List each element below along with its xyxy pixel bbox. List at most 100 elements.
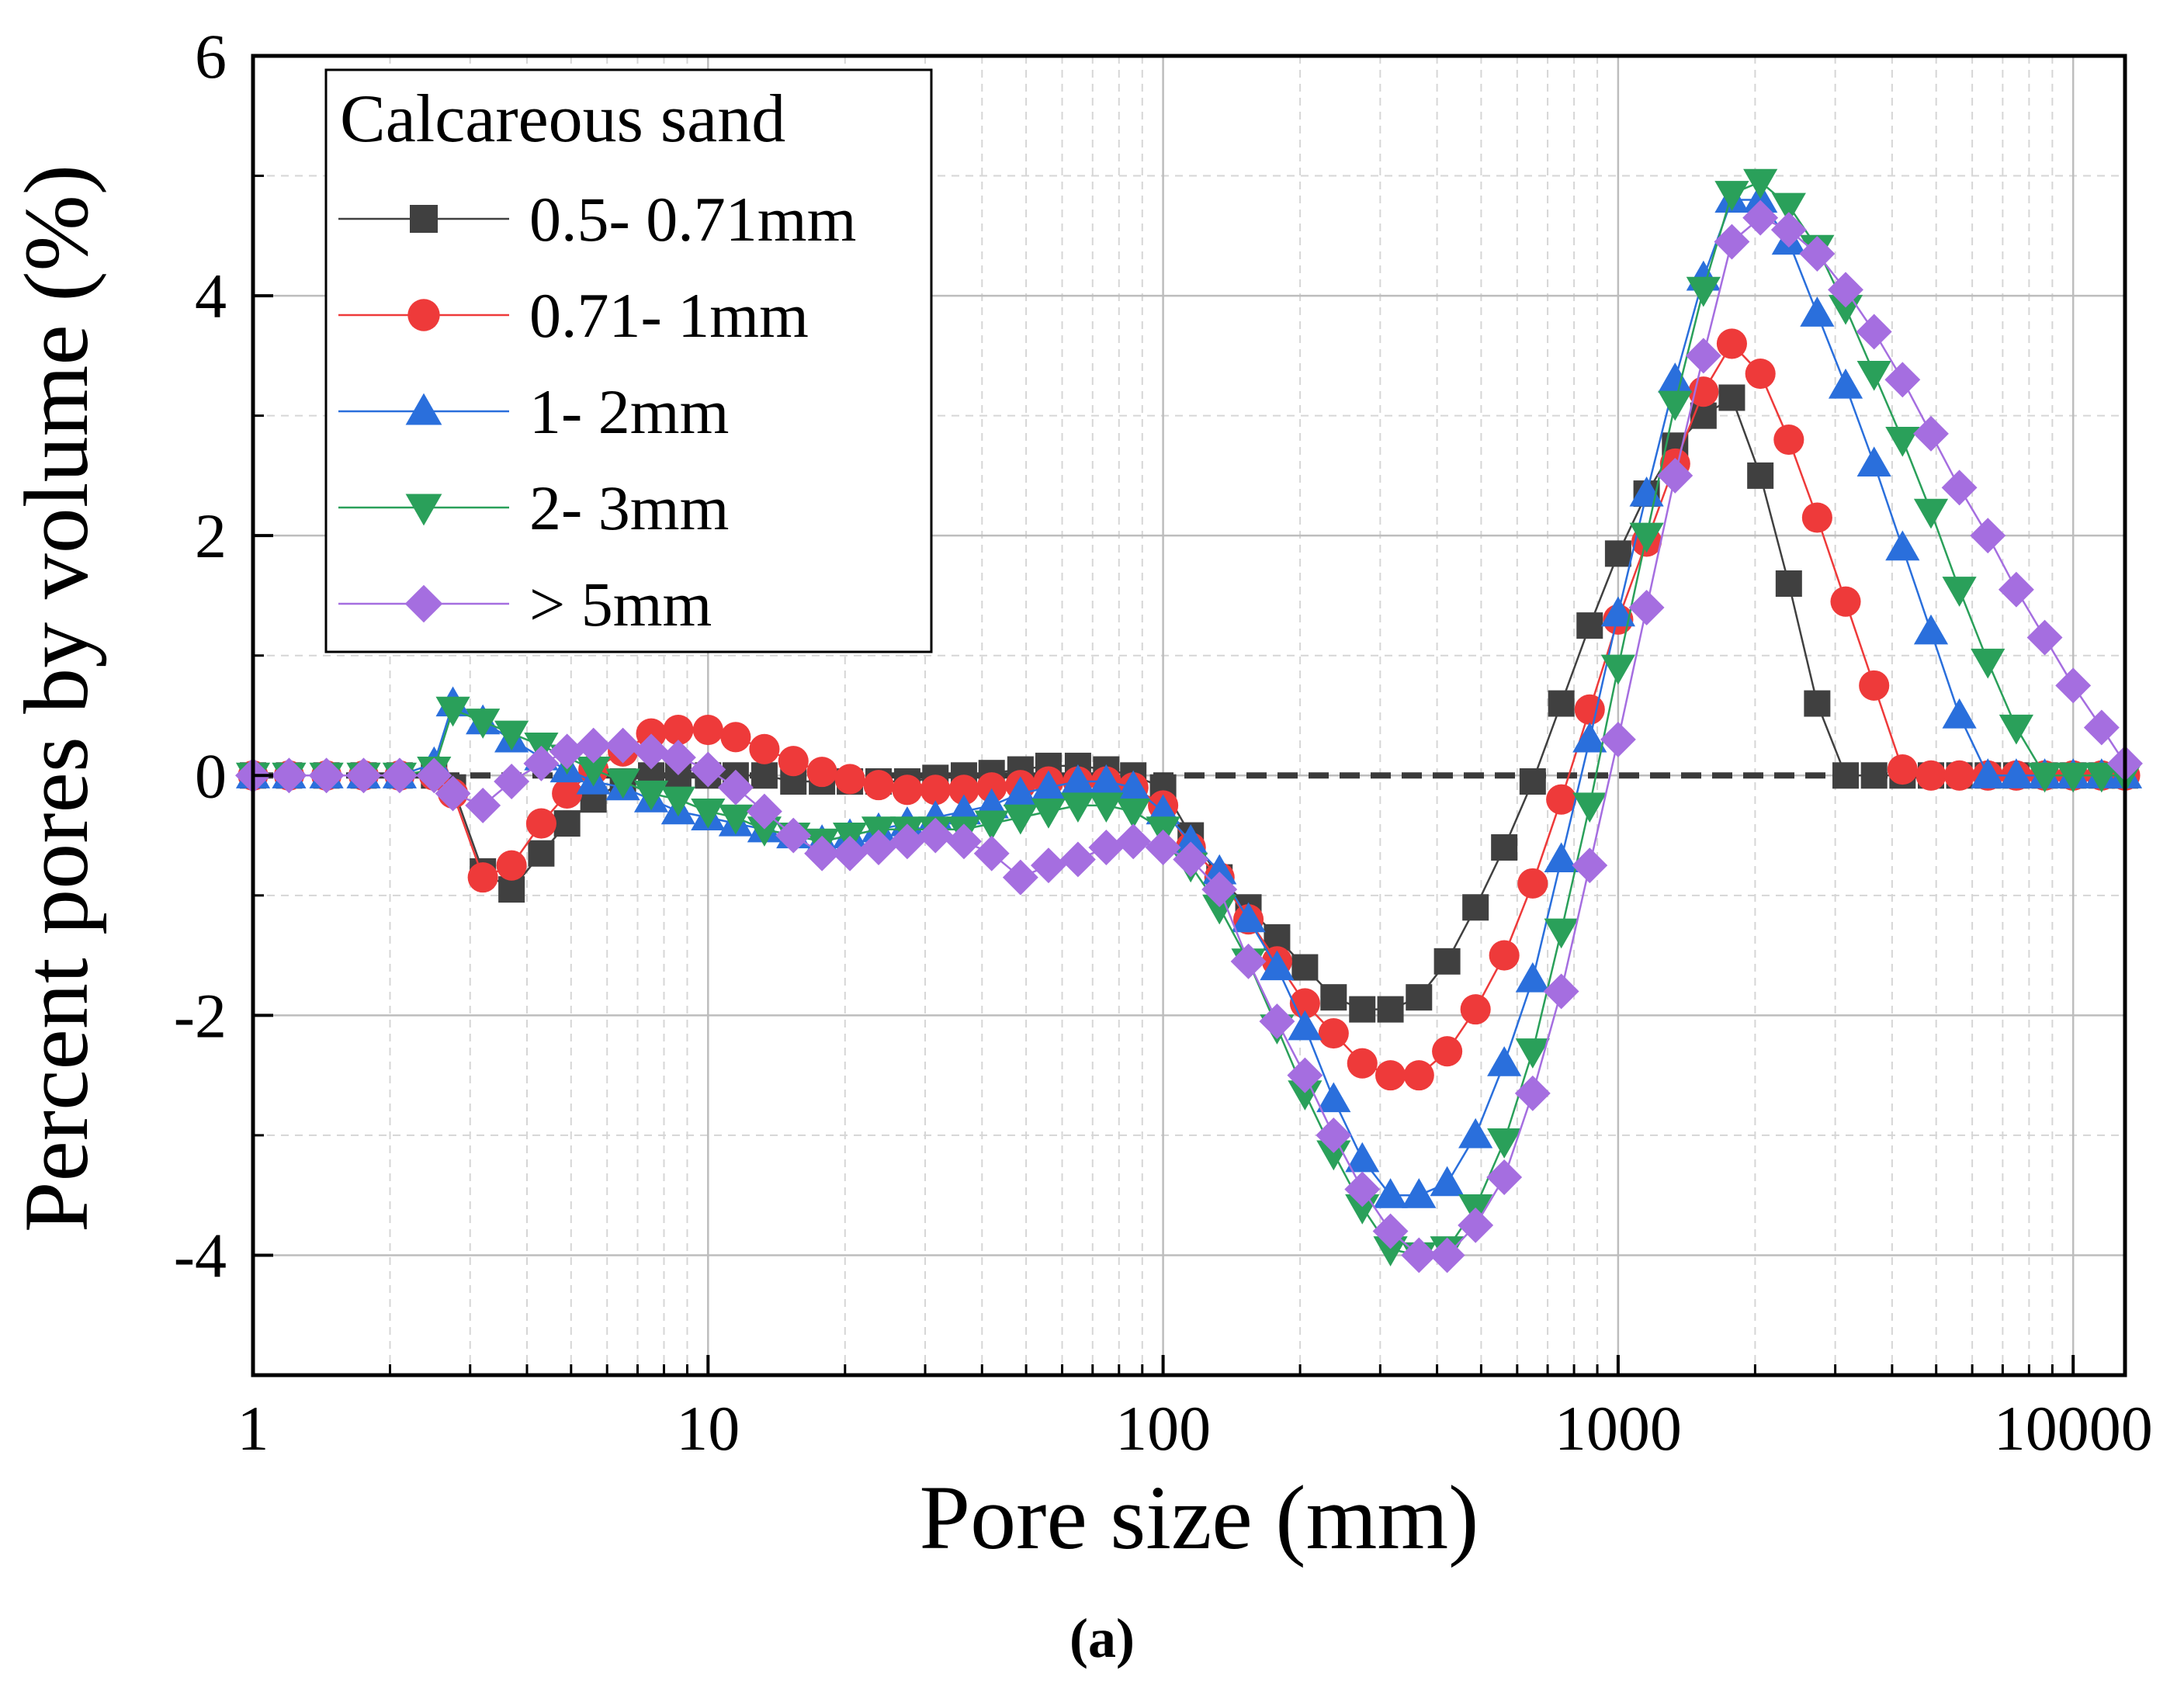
data-point-triangle-up <box>405 393 442 425</box>
y-tick-label: 6 <box>195 21 227 92</box>
legend-items: 0.5- 0.71mm 0.71- 1mm 1- 2mm 2- 3mm > 5mm <box>338 184 856 639</box>
data-point-triangle-down <box>1373 1236 1408 1267</box>
data-point-diamond <box>1600 721 1636 757</box>
x-tick-label: 1 <box>237 1393 269 1464</box>
data-point-triangle-down <box>2056 762 2091 793</box>
data-point-diamond <box>1002 859 1038 896</box>
data-point-diamond <box>605 727 641 764</box>
legend-item-3: 1- 2mm <box>338 376 729 447</box>
data-point-square <box>1406 984 1433 1011</box>
data-point-circle <box>1716 328 1747 359</box>
data-point-diamond <box>1429 1237 1465 1273</box>
data-point-circle <box>636 718 667 749</box>
data-point-triangle-up <box>1288 1010 1323 1041</box>
data-point-triangle-down <box>466 709 501 739</box>
data-point-diamond <box>1657 457 1693 494</box>
data-point-triangle-up <box>1402 1178 1437 1208</box>
data-point-square <box>410 205 438 233</box>
data-point-circle <box>407 299 440 331</box>
data-point-triangle-up <box>1658 362 1693 393</box>
axis-ticks: 1 10 100 1000 10000 -4 -2 0 2 4 6 <box>174 21 2153 1464</box>
data-point-diamond <box>1059 841 1096 878</box>
data-point-diamond <box>1088 830 1125 865</box>
data-point-circle <box>1375 1060 1406 1091</box>
data-point-triangle-down <box>1288 1080 1323 1111</box>
data-point-triangle-down <box>494 720 529 751</box>
data-point-square <box>1264 923 1291 951</box>
data-point-diamond <box>1884 362 1921 398</box>
data-point-triangle-down <box>1629 522 1664 553</box>
data-point-triangle-up <box>1942 698 1977 729</box>
data-point-diamond <box>1685 338 1721 374</box>
data-point-diamond <box>1941 470 1978 506</box>
data-point-diamond <box>1913 415 1949 452</box>
data-point-square <box>1860 762 1888 789</box>
data-point-square <box>1349 996 1376 1023</box>
data-point-triangle-down <box>1686 276 1721 307</box>
series-5 <box>235 199 2143 1273</box>
y-tick-label: -4 <box>174 1220 227 1291</box>
data-point-square <box>1775 570 1802 597</box>
data-point-circle <box>1859 670 1890 701</box>
data-point-circle <box>1546 784 1577 815</box>
data-point-diamond <box>1543 973 1579 1010</box>
x-tick-label: 10000 <box>1994 1393 2153 1464</box>
legend-item-2: 0.71- 1mm <box>338 280 809 351</box>
plot-frame <box>251 54 2127 1377</box>
data-point-square <box>1433 948 1461 975</box>
data-point-diamond <box>549 733 585 770</box>
data-point-circle <box>1460 994 1491 1025</box>
data-point-triangle-down <box>1202 894 1237 925</box>
y-tick-label: 2 <box>195 501 227 571</box>
data-point-triangle-up <box>1173 824 1208 854</box>
data-point-triangle-up <box>1202 854 1237 885</box>
data-point-triangle-down <box>1116 799 1151 829</box>
data-point-square <box>1804 690 1831 717</box>
data-point-diamond <box>832 835 868 871</box>
data-point-square <box>1747 462 1774 489</box>
data-point-diamond <box>1828 272 1863 308</box>
x-tick-label: 100 <box>1115 1393 1211 1464</box>
data-point-square <box>1291 954 1319 981</box>
data-point-triangle-down <box>1971 648 2005 679</box>
data-point-triangle-up <box>1913 614 1949 645</box>
data-point-circle <box>1517 868 1548 899</box>
data-point-diamond <box>946 823 982 860</box>
data-point-circle <box>467 862 498 893</box>
data-point-diamond <box>917 817 954 854</box>
data-point-circle <box>778 746 809 777</box>
data-point-triangle-down <box>1003 804 1038 835</box>
data-point-diamond <box>690 751 726 788</box>
data-point-triangle-up <box>1345 1142 1380 1173</box>
data-point-circle <box>1347 1048 1378 1079</box>
data-point-diamond <box>465 787 501 823</box>
legend-label: 1- 2mm <box>529 376 729 447</box>
data-point-triangle-up <box>1487 1046 1522 1076</box>
data-point-triangle-down <box>691 799 726 829</box>
data-point-triangle-up <box>1600 596 1635 627</box>
data-point-diamond <box>973 835 1010 871</box>
data-point-circle <box>1830 586 1861 617</box>
data-point-square <box>1320 984 1347 1011</box>
data-point-diamond <box>775 817 812 854</box>
data-point-diamond <box>804 835 841 871</box>
y-tick-label: 4 <box>195 261 227 331</box>
data-point-circle <box>749 733 780 764</box>
data-point-circle <box>806 757 837 788</box>
data-point-triangle-down <box>974 810 1009 841</box>
data-point-triangle-up <box>1260 950 1295 981</box>
data-point-circle <box>692 714 723 746</box>
data-point-circle <box>525 808 556 839</box>
data-point-diamond <box>1344 1171 1381 1208</box>
legend-item-5: > 5mm <box>338 569 712 639</box>
legend-title: Calcareous sand <box>340 81 785 157</box>
data-point-diamond <box>1998 571 2034 608</box>
data-point-triangle-down <box>1572 792 1607 823</box>
data-point-diamond <box>2026 619 2063 656</box>
data-point-square <box>1377 996 1404 1023</box>
data-point-square <box>553 810 581 837</box>
data-point-diamond <box>1714 224 1750 260</box>
data-point-triangle-down <box>1743 168 1778 199</box>
data-point-triangle-down <box>605 768 640 799</box>
data-point-triangle-down <box>1771 192 1806 224</box>
